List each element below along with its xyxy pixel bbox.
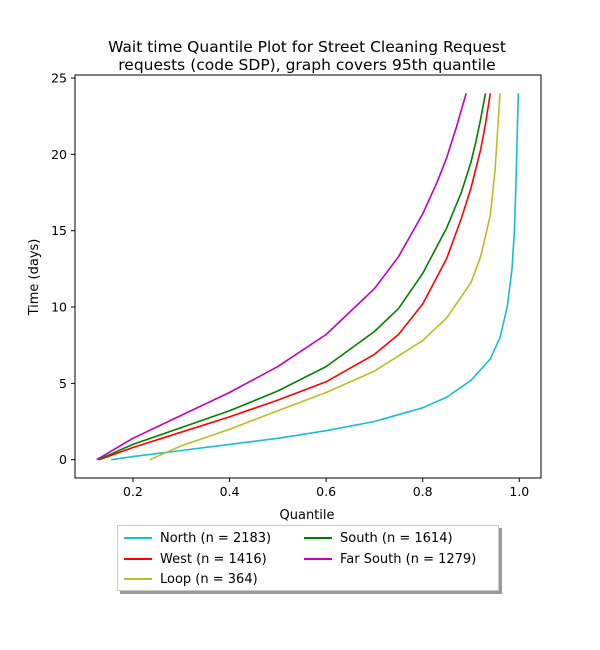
chart-title-line-2: requests (code SDP), graph covers 95th q… xyxy=(118,56,495,74)
legend-swatch-west xyxy=(124,558,152,560)
legend: North (n = 2183) West (n = 1416) Loop (n… xyxy=(117,525,499,591)
y-tick-label: 0 xyxy=(59,452,67,467)
series-line-far-south xyxy=(96,93,467,461)
plot-frame xyxy=(74,74,542,479)
x-tick-label: 1.0 xyxy=(509,484,529,499)
legend-swatch-far-south xyxy=(304,558,332,560)
x-tick-label: 0.2 xyxy=(123,484,143,499)
legend-label-far-south: Far South (n = 1279) xyxy=(340,551,477,567)
x-tick-label: 0.6 xyxy=(316,484,336,499)
legend-swatch-south xyxy=(304,537,332,539)
chart-title-line-1: Wait time Quantile Plot for Street Clean… xyxy=(108,38,506,56)
legend-label-loop: Loop (n = 364) xyxy=(160,571,258,587)
y-tick-label: 5 xyxy=(59,376,67,391)
series-line-south xyxy=(97,93,487,461)
series-line-west xyxy=(98,93,492,461)
series-line-loop xyxy=(149,93,501,461)
legend-label-north: North (n = 2183) xyxy=(160,530,272,546)
legend-item-north: North (n = 2183) xyxy=(124,529,271,547)
y-axis-label: Time (days) xyxy=(27,239,42,317)
plot-area: 0.2 0.4 0.6 0.8 1.0 0 5 10 15 20 25 xyxy=(51,71,529,499)
legend-label-south: South (n = 1614) xyxy=(340,530,453,546)
x-axis-label: Quantile xyxy=(280,508,335,523)
legend-swatch-north xyxy=(124,537,152,539)
legend-item-west: West (n = 1416) xyxy=(124,550,267,568)
legend-swatch-loop xyxy=(124,578,152,580)
y-tick-label: 20 xyxy=(51,147,67,162)
legend-label-west: West (n = 1416) xyxy=(160,551,267,567)
y-tick-label: 25 xyxy=(51,71,67,86)
legend-item-south: South (n = 1614) xyxy=(304,529,453,547)
legend-item-far-south: Far South (n = 1279) xyxy=(304,550,476,568)
x-tick-label: 0.4 xyxy=(220,484,240,499)
legend-item-loop: Loop (n = 364) xyxy=(124,570,258,588)
y-tick-label: 10 xyxy=(51,300,67,315)
y-tick-label: 15 xyxy=(51,223,67,238)
x-tick-label: 0.8 xyxy=(413,484,433,499)
series-line-north xyxy=(111,93,520,461)
